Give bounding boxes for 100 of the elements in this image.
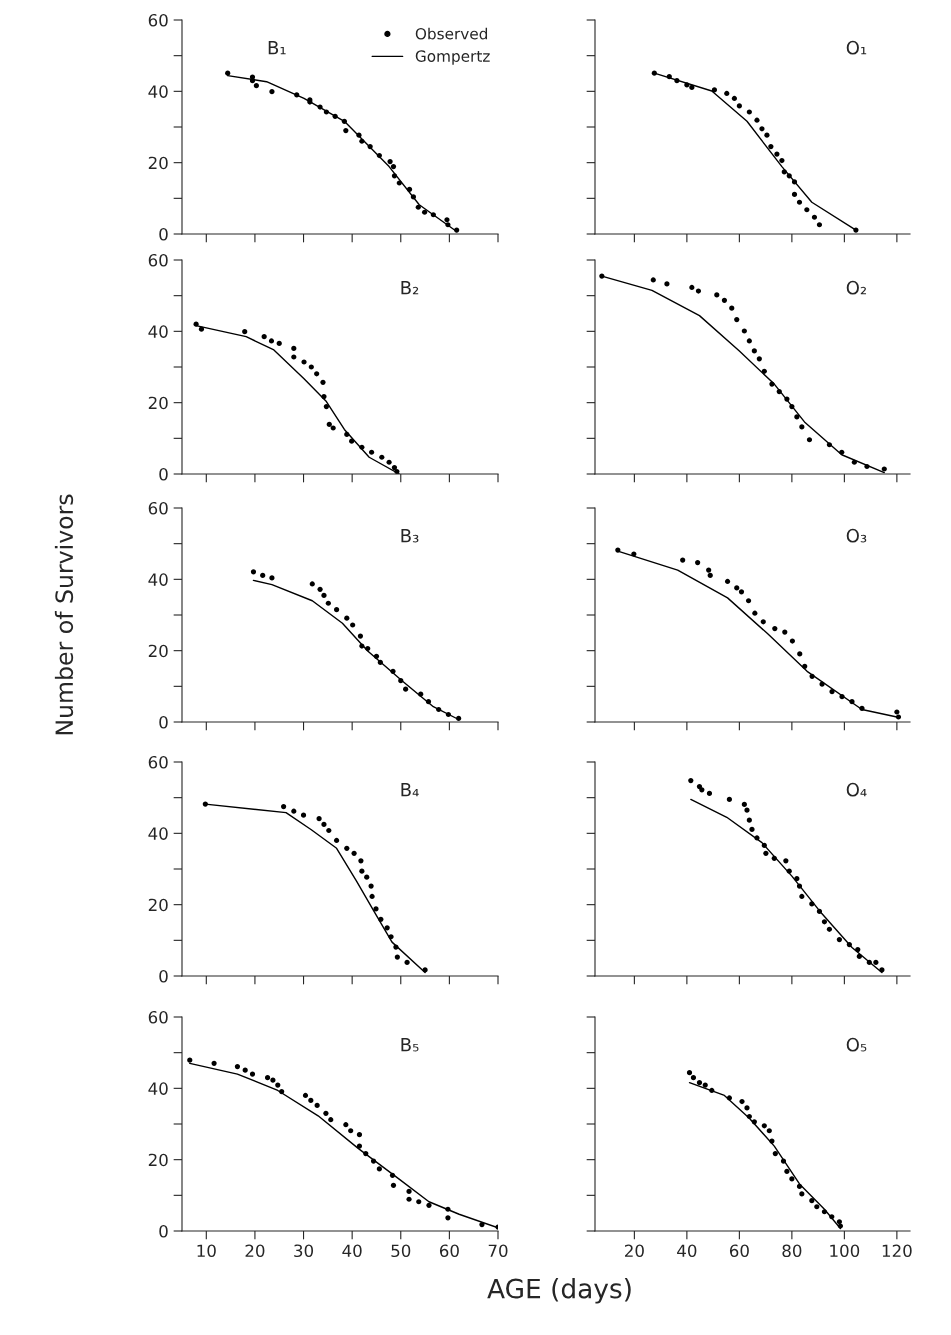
point [696, 1080, 703, 1086]
point [731, 95, 737, 102]
point [799, 893, 805, 900]
point [404, 959, 410, 966]
point [343, 127, 349, 134]
point [749, 826, 755, 833]
point [376, 1166, 382, 1172]
point [895, 714, 902, 720]
point [696, 784, 703, 790]
point [391, 464, 398, 471]
point [187, 1057, 193, 1063]
point [804, 207, 810, 213]
point [314, 371, 320, 377]
point [387, 159, 393, 165]
point [364, 874, 370, 880]
point [314, 1102, 320, 1109]
point [358, 858, 364, 864]
x-tick-label: 80 [782, 1244, 802, 1258]
point [739, 1098, 745, 1105]
point [873, 959, 879, 966]
y-tick-label: 60 [148, 253, 168, 267]
point [764, 132, 770, 138]
text: O₂ [846, 280, 867, 295]
point [445, 1215, 451, 1221]
y-tick-label: 0 [159, 969, 168, 983]
point [724, 90, 730, 97]
point [269, 575, 275, 581]
point [326, 421, 332, 428]
point [784, 1168, 790, 1175]
x-tick-label: 60 [729, 1244, 749, 1258]
point [350, 622, 356, 628]
point [234, 1063, 241, 1070]
x-tick-label: 20 [245, 1244, 265, 1258]
point [344, 615, 350, 621]
point [328, 1117, 334, 1123]
y-axis-title: Number of Survivors [54, 494, 74, 735]
point [334, 607, 340, 613]
point [738, 589, 745, 595]
point [343, 1122, 349, 1128]
point [779, 157, 785, 164]
point [281, 803, 287, 810]
point [761, 1123, 767, 1129]
point [760, 619, 766, 625]
point [323, 403, 329, 410]
point [211, 1060, 217, 1066]
y-tick-label: 20 [148, 396, 168, 410]
point [301, 359, 307, 365]
y-tick-label: 0 [159, 715, 168, 729]
y-tick-label: 60 [148, 501, 168, 515]
point [799, 1191, 805, 1197]
point [761, 368, 767, 374]
x-tick-label: 50 [391, 1244, 411, 1258]
y-tick-label: 60 [148, 13, 168, 27]
point [250, 569, 257, 575]
point [330, 425, 336, 431]
point [386, 459, 392, 465]
point [774, 151, 780, 157]
point [695, 288, 702, 294]
y-tick-label: 60 [148, 1010, 168, 1024]
point [334, 837, 340, 844]
point [746, 338, 752, 344]
point [291, 354, 297, 360]
point [384, 925, 390, 931]
point [321, 821, 327, 828]
point [261, 334, 267, 340]
y-tick-label: 20 [148, 1153, 168, 1167]
point [344, 845, 350, 851]
point [806, 437, 813, 443]
point [664, 281, 670, 287]
point [302, 1092, 309, 1099]
y-tick-label: 40 [148, 85, 168, 98]
text: B₄ [401, 783, 419, 797]
point [695, 559, 701, 566]
point [373, 906, 379, 912]
point [356, 1143, 363, 1149]
point [734, 316, 740, 323]
point [724, 578, 731, 585]
point [699, 787, 705, 793]
text: O₅ [846, 1037, 867, 1052]
point [754, 117, 760, 123]
point [317, 586, 323, 592]
point [714, 292, 720, 298]
point [768, 144, 774, 150]
point [706, 567, 712, 573]
point [756, 356, 762, 362]
text: B₁ [268, 41, 286, 55]
point [269, 89, 275, 95]
point [359, 868, 365, 874]
point [811, 214, 818, 220]
point [702, 1082, 708, 1088]
point [249, 1071, 256, 1077]
y-tick-label: 20 [148, 898, 168, 912]
point [772, 1151, 778, 1157]
point [316, 816, 322, 822]
point [309, 581, 315, 587]
point [323, 1110, 329, 1116]
point [851, 459, 857, 465]
point [253, 83, 259, 89]
point [797, 651, 803, 657]
x-tick-label: 30 [294, 1244, 314, 1258]
